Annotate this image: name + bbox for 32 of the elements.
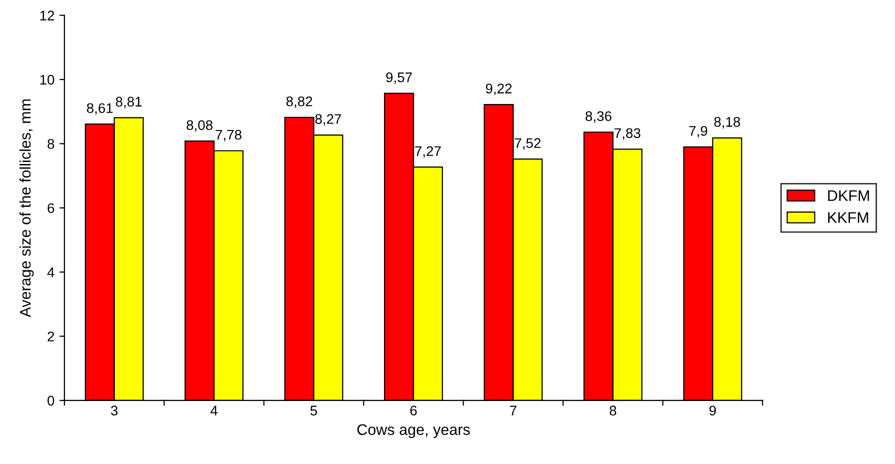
y-tick-label: 8 — [48, 139, 54, 149]
x-tick-label: 5 — [310, 406, 318, 416]
data-label: 7,83 — [614, 128, 640, 140]
y-tick-label: 4 — [47, 268, 54, 278]
data-label: 7,52 — [514, 138, 540, 150]
data-label: 9,57 — [386, 72, 412, 84]
data-label: 8,08 — [186, 120, 212, 132]
x-tick-label: 8 — [610, 406, 616, 416]
data-label: 7,9 — [689, 126, 708, 138]
data-label: 8,82 — [286, 96, 312, 108]
data-label: 8,18 — [714, 116, 740, 128]
y-tick-label: 12 — [40, 10, 54, 20]
data-label: 8,36 — [586, 111, 612, 123]
y-axis-title: Average size of the follicles, mm — [19, 99, 34, 318]
y-tick-label: 2 — [48, 332, 54, 342]
data-label: 8,27 — [315, 114, 342, 126]
y-tick-label: 6 — [48, 203, 54, 214]
x-tick-label: 3 — [110, 406, 118, 416]
x-axis-title: Cows age, years — [357, 424, 470, 438]
data-label: 8,61 — [86, 103, 113, 115]
legend-label: KKFM — [828, 212, 868, 223]
data-label: 7,78 — [216, 130, 242, 142]
legend-label: DKFM — [828, 190, 869, 201]
x-tick-label: 6 — [410, 406, 417, 416]
y-tick-label: 0 — [48, 396, 54, 406]
data-label: 8,81 — [116, 96, 142, 108]
y-tick-label: 10 — [40, 74, 54, 85]
data-label: 7,27 — [415, 146, 441, 158]
x-tick-label: 7 — [510, 406, 516, 416]
data-label: 9,22 — [486, 84, 512, 96]
x-tick-label: 9 — [709, 406, 716, 416]
x-tick-label: 4 — [210, 406, 218, 416]
